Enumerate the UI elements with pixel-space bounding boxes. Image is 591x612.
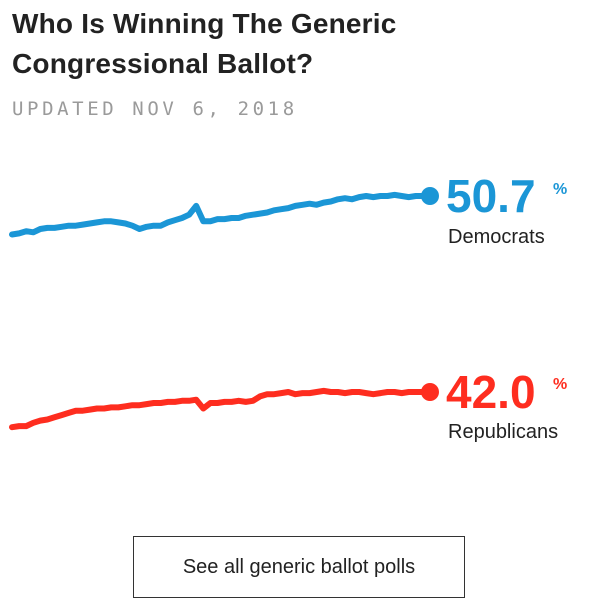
republicans-endpoint <box>421 383 439 401</box>
democrats-endpoint <box>421 187 439 205</box>
republicans-line <box>12 391 430 427</box>
democrats-label: Democrats <box>448 226 545 248</box>
chart-title: Who Is Winning The Generic Congressional… <box>12 4 572 84</box>
ballot-chart: 50.7 % Democrats 42.0 % Republicans <box>0 150 591 470</box>
see-all-polls-button[interactable]: See all generic ballot polls <box>133 536 465 598</box>
republicans-percent-sign: % <box>553 376 567 393</box>
republicans-value: 42.0 <box>446 366 536 418</box>
democrats-line <box>12 195 430 235</box>
democrats-percent-sign: % <box>553 181 567 198</box>
updated-date: UPDATED NOV 6, 2018 <box>12 98 298 120</box>
democrats-value: 50.7 <box>446 170 536 222</box>
republicans-label: Republicans <box>448 421 558 443</box>
